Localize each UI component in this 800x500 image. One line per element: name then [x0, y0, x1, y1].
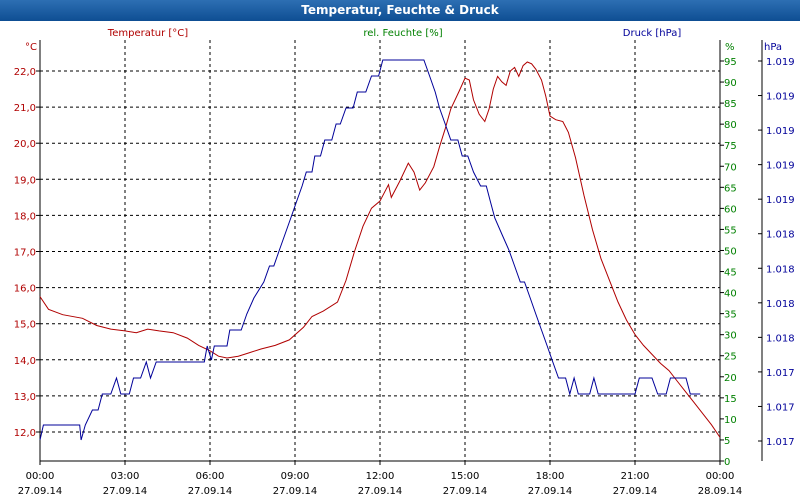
humidity-tick-label: 25	[724, 352, 737, 363]
humidity-tick-label: 35	[724, 310, 737, 321]
date-tick-label: 27.09.14	[103, 486, 148, 497]
pressure-tick-label: 1.018	[766, 230, 795, 241]
time-tick-label: 21:00	[621, 471, 650, 482]
humidity-tick-label: 95	[724, 57, 737, 68]
humidity-tick-label: 40	[724, 289, 737, 300]
humidity-tick-label: 55	[724, 225, 737, 236]
humidity-tick-label: 60	[724, 204, 737, 215]
time-tick-label: 06:00	[196, 471, 225, 482]
date-tick-label: 27.09.14	[443, 486, 488, 497]
pressure-tick-label: 1.019	[766, 92, 795, 103]
humidity-tick-label: 30	[724, 331, 737, 342]
temperature-series-line	[39, 61, 721, 438]
pressure-tick-label: 1.017	[766, 402, 795, 413]
time-tick-label: 00:00	[26, 471, 55, 482]
time-tick-label: 12:00	[366, 471, 395, 482]
temperature-tick-label: 20,0	[14, 139, 36, 150]
humidity-tick-label: 50	[724, 246, 737, 257]
pressure-axis-title: Druck [hPa]	[623, 28, 682, 39]
humidity-tick-label: 20	[724, 373, 737, 384]
temperature-tick-label: 14,0	[14, 356, 36, 367]
date-tick-label: 27.09.14	[528, 486, 573, 497]
humidity-tick-label: 75	[724, 141, 737, 152]
time-tick-label: 09:00	[281, 471, 310, 482]
date-tick-label: 28.09.14	[698, 486, 743, 497]
pressure-tick-label: 1.019	[766, 161, 795, 172]
temperature-tick-label: 12,0	[14, 428, 36, 439]
temperature-tick-label: 15,0	[14, 320, 36, 331]
humidity-tick-label: 65	[724, 183, 737, 194]
window-title: Temperatur, Feuchte & Druck	[0, 0, 800, 21]
temperature-tick-label: 19,0	[14, 175, 36, 186]
temperature-tick-label: 17,0	[14, 248, 36, 259]
humidity-unit-label: %	[725, 42, 735, 53]
date-tick-label: 27.09.14	[188, 486, 233, 497]
pressure-series-line	[39, 59, 701, 441]
pressure-unit-label: hPa	[764, 42, 782, 53]
date-tick-label: 27.09.14	[273, 486, 318, 497]
vertical-grid	[124, 40, 636, 461]
pressure-tick-label: 1.018	[766, 299, 795, 310]
humidity-tick-label: 70	[724, 162, 737, 173]
horizontal-grid	[40, 70, 720, 433]
time-ticks: 00:00 27.09.14 03:00 27.09.14 06:00 27.09.14 0…	[18, 461, 743, 497]
humidity-ticks: 0 5 10 15 20 25 30 35 40 45 50 55 60 65 70 75 80 85 90 95	[720, 57, 737, 468]
pressure-tick-label: 1.017	[766, 368, 795, 379]
temperature-tick-label: 13,0	[14, 392, 36, 403]
pressure-tick-label: 1.019	[766, 57, 795, 68]
temperature-tick-label: 21,0	[14, 103, 36, 114]
humidity-tick-label: 10	[724, 415, 737, 426]
pressure-tick-label: 1.018	[766, 264, 795, 275]
temperature-ticks: 12,0 13,0 14,0 15,0 16,0 17,0 18,0 19,0 20,0 21,0…	[14, 67, 40, 439]
pressure-tick-label: 1.019	[766, 126, 795, 137]
date-tick-label: 27.09.14	[613, 486, 658, 497]
date-tick-label: 27.09.14	[18, 486, 63, 497]
humidity-axis-title: rel. Feuchte [%]	[363, 28, 442, 39]
time-tick-label: 03:00	[111, 471, 140, 482]
humidity-tick-label: 0	[724, 457, 730, 468]
date-tick-label: 27.09.14	[358, 486, 403, 497]
time-tick-label: 18:00	[536, 471, 565, 482]
temperature-tick-label: 18,0	[14, 211, 36, 222]
humidity-tick-label: 5	[724, 436, 730, 447]
humidity-tick-label: 15	[724, 394, 737, 405]
pressure-tick-label: 1.019	[766, 195, 795, 206]
humidity-tick-label: 80	[724, 120, 737, 131]
humidity-tick-label: 90	[724, 78, 737, 89]
pressure-ticks: 1.019 1.019 1.019 1.019 1.019 1.018 1.018 1.018…	[758, 57, 795, 448]
time-tick-label: 15:00	[451, 471, 480, 482]
humidity-tick-label: 85	[724, 99, 737, 110]
humidity-tick-label: 45	[724, 268, 737, 279]
temperature-axis-title: Temperatur [°C]	[107, 28, 188, 39]
pressure-tick-label: 1.018	[766, 333, 795, 344]
temperature-tick-label: 16,0	[14, 284, 36, 295]
temperature-tick-label: 22,0	[14, 67, 36, 78]
temperature-unit-label: °C	[25, 42, 37, 53]
time-tick-label: 00:00	[706, 471, 735, 482]
pressure-tick-label: 1.017	[766, 437, 795, 448]
